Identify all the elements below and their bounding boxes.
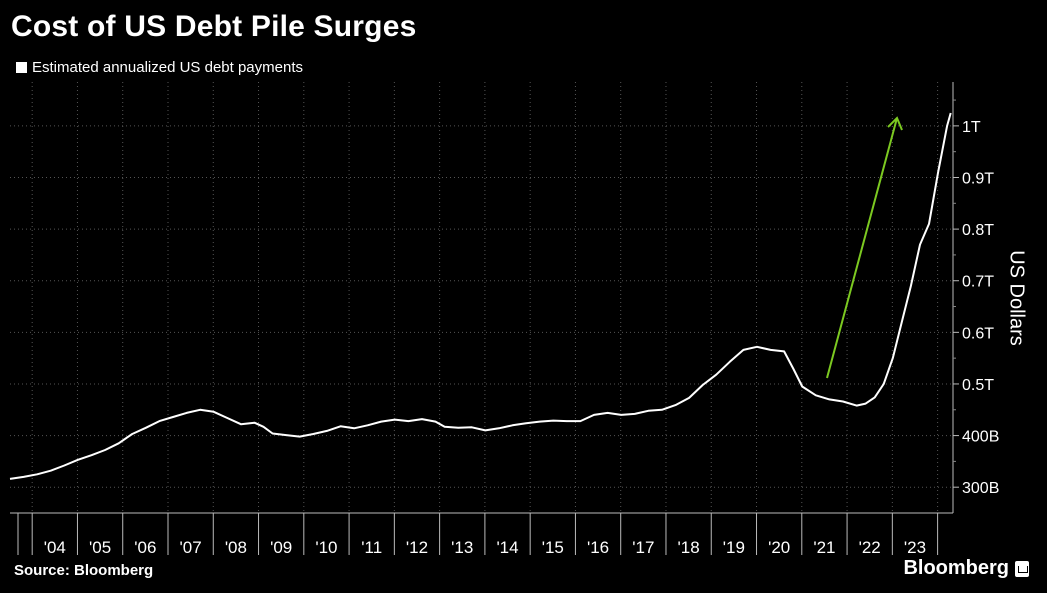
x-tick-label: '17 bbox=[632, 538, 654, 557]
x-tick-label: '13 bbox=[451, 538, 473, 557]
series-layer bbox=[9, 112, 952, 480]
y-tick-label: 300B bbox=[962, 480, 999, 497]
brand-name: Bloomberg bbox=[903, 557, 1009, 579]
x-tick-label: '04 bbox=[44, 538, 66, 557]
y-tick-label: 0.7T bbox=[962, 274, 994, 291]
legend-swatch bbox=[16, 62, 27, 73]
y-tick-label: 0.5T bbox=[962, 377, 994, 394]
y-tick-label: 1T bbox=[962, 119, 981, 136]
trend-arrow-head bbox=[887, 116, 903, 131]
chart-title: Cost of US Debt Pile Surges bbox=[11, 10, 417, 43]
y-tick-label: 0.9T bbox=[962, 170, 994, 187]
y-axis-label: US Dollars bbox=[1005, 250, 1028, 346]
brand-logo: Bloomberg bbox=[903, 557, 1029, 580]
y-tick-label: 0.8T bbox=[962, 222, 994, 239]
legend-label: Estimated annualized US debt payments bbox=[32, 59, 303, 76]
chat-icon bbox=[1015, 560, 1029, 577]
x-tick-label: '16 bbox=[587, 538, 609, 557]
x-tick-label: '07 bbox=[180, 538, 202, 557]
x-tick-label: '06 bbox=[134, 538, 156, 557]
annotation-layer bbox=[826, 116, 903, 379]
x-tick-label: '09 bbox=[270, 538, 292, 557]
x-tick-label: '18 bbox=[678, 538, 700, 557]
x-tick-label: '05 bbox=[89, 538, 111, 557]
x-tick-label: '14 bbox=[496, 538, 518, 557]
x-tick-label: '19 bbox=[723, 538, 745, 557]
x-axis-ticks: '04 '05 '06 '07 '08 '09 '10 '11 '12 '13 '14 '15 '16 '… bbox=[17, 513, 939, 557]
y-tick-label: 400B bbox=[962, 429, 999, 446]
x-tick-label: '20 bbox=[768, 538, 790, 557]
x-tick-label: '23 bbox=[904, 538, 926, 557]
x-tick-label: '08 bbox=[225, 538, 247, 557]
source-note: Source: Bloomberg bbox=[14, 562, 154, 579]
x-tick-label: '10 bbox=[315, 538, 337, 557]
series-line bbox=[9, 112, 952, 480]
legend: Estimated annualized US debt payments bbox=[16, 59, 303, 76]
x-tick-label: '21 bbox=[813, 538, 835, 557]
axes bbox=[10, 82, 954, 514]
x-tick-label: '12 bbox=[406, 538, 428, 557]
x-tick-label: '15 bbox=[542, 538, 564, 557]
x-tick-label: '22 bbox=[859, 538, 881, 557]
x-tick-label: '11 bbox=[361, 538, 382, 557]
y-tick-label: 0.6T bbox=[962, 325, 994, 342]
grid-lines bbox=[10, 82, 953, 513]
trend-arrow-shaft bbox=[826, 117, 898, 379]
y-axis-ticks: 300B 400B 0.5T 0.6T 0.7T 0.8T 0.9T 1T bbox=[953, 99, 999, 497]
